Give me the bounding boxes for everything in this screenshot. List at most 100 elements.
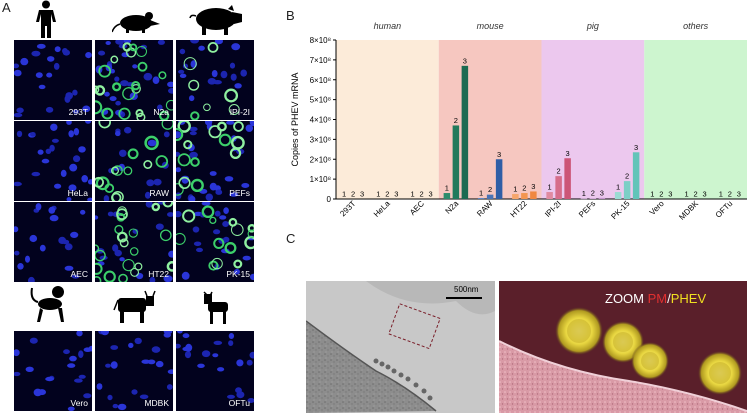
bar-label: 3: [634, 143, 638, 152]
micrograph-cell-hela: HeLa: [14, 121, 92, 201]
bar-label: 2: [385, 190, 389, 199]
cell-line-label: HT22: [148, 269, 169, 279]
zoom-legend: ZOOM PM/PHEV: [605, 291, 706, 306]
cell-line-label: RAW: [149, 188, 169, 198]
slash-label: /: [667, 291, 671, 306]
x-tick-label: AEC: [408, 199, 426, 217]
group-title-others: others: [683, 21, 709, 31]
x-tick-label: PEFs: [577, 199, 597, 219]
bar-label: 2: [351, 190, 355, 199]
em-zoom-image: ZOOM PM/PHEV: [499, 281, 747, 413]
bar-label: 2: [420, 190, 424, 199]
y-axis-label: Copies of PHEV mRNA: [290, 72, 300, 166]
bar-label: 1: [650, 190, 654, 199]
x-tick-label: HeLa: [372, 199, 392, 219]
cell-line-label: OFTu: [228, 398, 250, 408]
bar-n2a-1: [443, 193, 451, 199]
group-band-human: [336, 40, 439, 199]
goat-icon: [198, 286, 232, 331]
bar-label: 1: [411, 190, 415, 199]
bar-ht22-2: [521, 193, 528, 199]
cell-line-label: MDBK: [144, 398, 169, 408]
y-tick-label: 2×10⁸: [310, 155, 331, 164]
bar-label: 2: [659, 190, 663, 199]
bar-label: 3: [394, 190, 398, 199]
bar-ipi-2i-1: [546, 192, 553, 199]
cell-line-label: 293T: [68, 107, 88, 117]
mrna-bar-chart: human mouse pig others 0 1×10⁸ 2×10⁸ 3×10⁸ 4×10⁸…: [290, 21, 747, 222]
micrograph-cell-raw: RAW: [95, 121, 173, 201]
bar-label: 3: [737, 190, 741, 199]
bar-label: 3: [703, 190, 707, 199]
bar-pefs-2: [589, 198, 597, 199]
bar-label: 1: [616, 183, 620, 192]
panel-b-letter: B: [286, 8, 295, 23]
bar-ht22-3: [530, 191, 537, 199]
bar-label: 2: [488, 185, 492, 194]
bar-label: 2: [591, 189, 595, 198]
y-tick-label: 0: [327, 195, 332, 204]
pig-icon: [188, 4, 246, 41]
bar-n2a-3: [461, 65, 469, 200]
bar-pefs-3: [598, 197, 606, 199]
bar-label: 3: [566, 149, 570, 158]
cell-line-label: PEFs: [229, 188, 250, 198]
micrograph-cell-pefs: PEFs: [176, 121, 254, 201]
micrograph-cell-aec: AEC: [14, 202, 92, 282]
micrograph-cell-ipi-2i: IPI-2I: [176, 40, 254, 120]
human-icon: [33, 0, 59, 43]
cell-line-label: IPI-2I: [229, 107, 250, 117]
bar-label: 2: [625, 172, 629, 181]
cattle-icon: [112, 290, 156, 329]
x-tick-label: HT22: [509, 199, 530, 220]
bar-label: 3: [429, 190, 433, 199]
y-tick-label: 6×10⁸: [310, 76, 331, 85]
y-tick-label: 3×10⁸: [310, 135, 331, 144]
bar-label: 3: [463, 56, 467, 65]
bar-pk-15-1: [614, 192, 622, 199]
cell-line-label: N2a: [153, 107, 169, 117]
micrograph-cell-pk-15: PK-15: [176, 202, 254, 282]
y-tick-label: 8×10⁸: [310, 36, 331, 45]
bar-label: 3: [600, 188, 604, 197]
bar-pk-15-3: [632, 152, 640, 199]
x-tick-label: RAW: [475, 199, 495, 219]
bar-label: 3: [360, 190, 364, 199]
bar-label: 3: [668, 190, 672, 199]
y-tick-label: 1×10⁸: [310, 175, 331, 184]
micrograph-cell-ht22: HT22: [95, 202, 173, 282]
bar-label: 1: [376, 190, 380, 199]
bar-label: 1: [548, 183, 552, 192]
bar-label: 2: [522, 184, 526, 193]
bar-pefs-1: [580, 198, 588, 200]
bar-label: 1: [513, 185, 517, 194]
micrograph-cell-vero: Vero: [14, 331, 92, 411]
y-tick-label: 7×10⁸: [310, 56, 331, 65]
cell-line-label: Vero: [70, 398, 89, 408]
panel-a-letter: A: [2, 0, 11, 15]
bar-pk-15-2: [623, 181, 631, 199]
bar-label: 2: [728, 190, 732, 199]
micrograph-cell-oftu: OFTu: [176, 331, 254, 411]
bar-ipi-2i-3: [564, 158, 571, 199]
group-title-human: human: [374, 21, 402, 31]
bar-label: 1: [685, 190, 689, 199]
y-tick-label: 4×10⁸: [310, 116, 331, 125]
group-band-others: [644, 40, 747, 199]
cell-line-label: PK-15: [226, 269, 250, 279]
x-tick-label: 293T: [338, 199, 357, 218]
cell-line-label: HeLa: [67, 188, 88, 198]
group-title-mouse: mouse: [477, 21, 504, 31]
phev-label: PHEV: [670, 291, 707, 306]
bar-label: 2: [694, 190, 698, 199]
mouse-icon: [111, 8, 164, 39]
x-tick-label: MDBK: [677, 199, 700, 222]
pm-label: PM: [647, 291, 668, 306]
panel-c-letter: C: [286, 231, 296, 246]
bar-ht22-1: [512, 194, 519, 199]
em-overview-image: 500nm: [306, 281, 495, 413]
monkey-icon: [30, 284, 70, 329]
x-tick-label: Vero: [648, 199, 666, 217]
bar-raw-3: [495, 159, 503, 199]
bar-label: 1: [445, 184, 449, 193]
